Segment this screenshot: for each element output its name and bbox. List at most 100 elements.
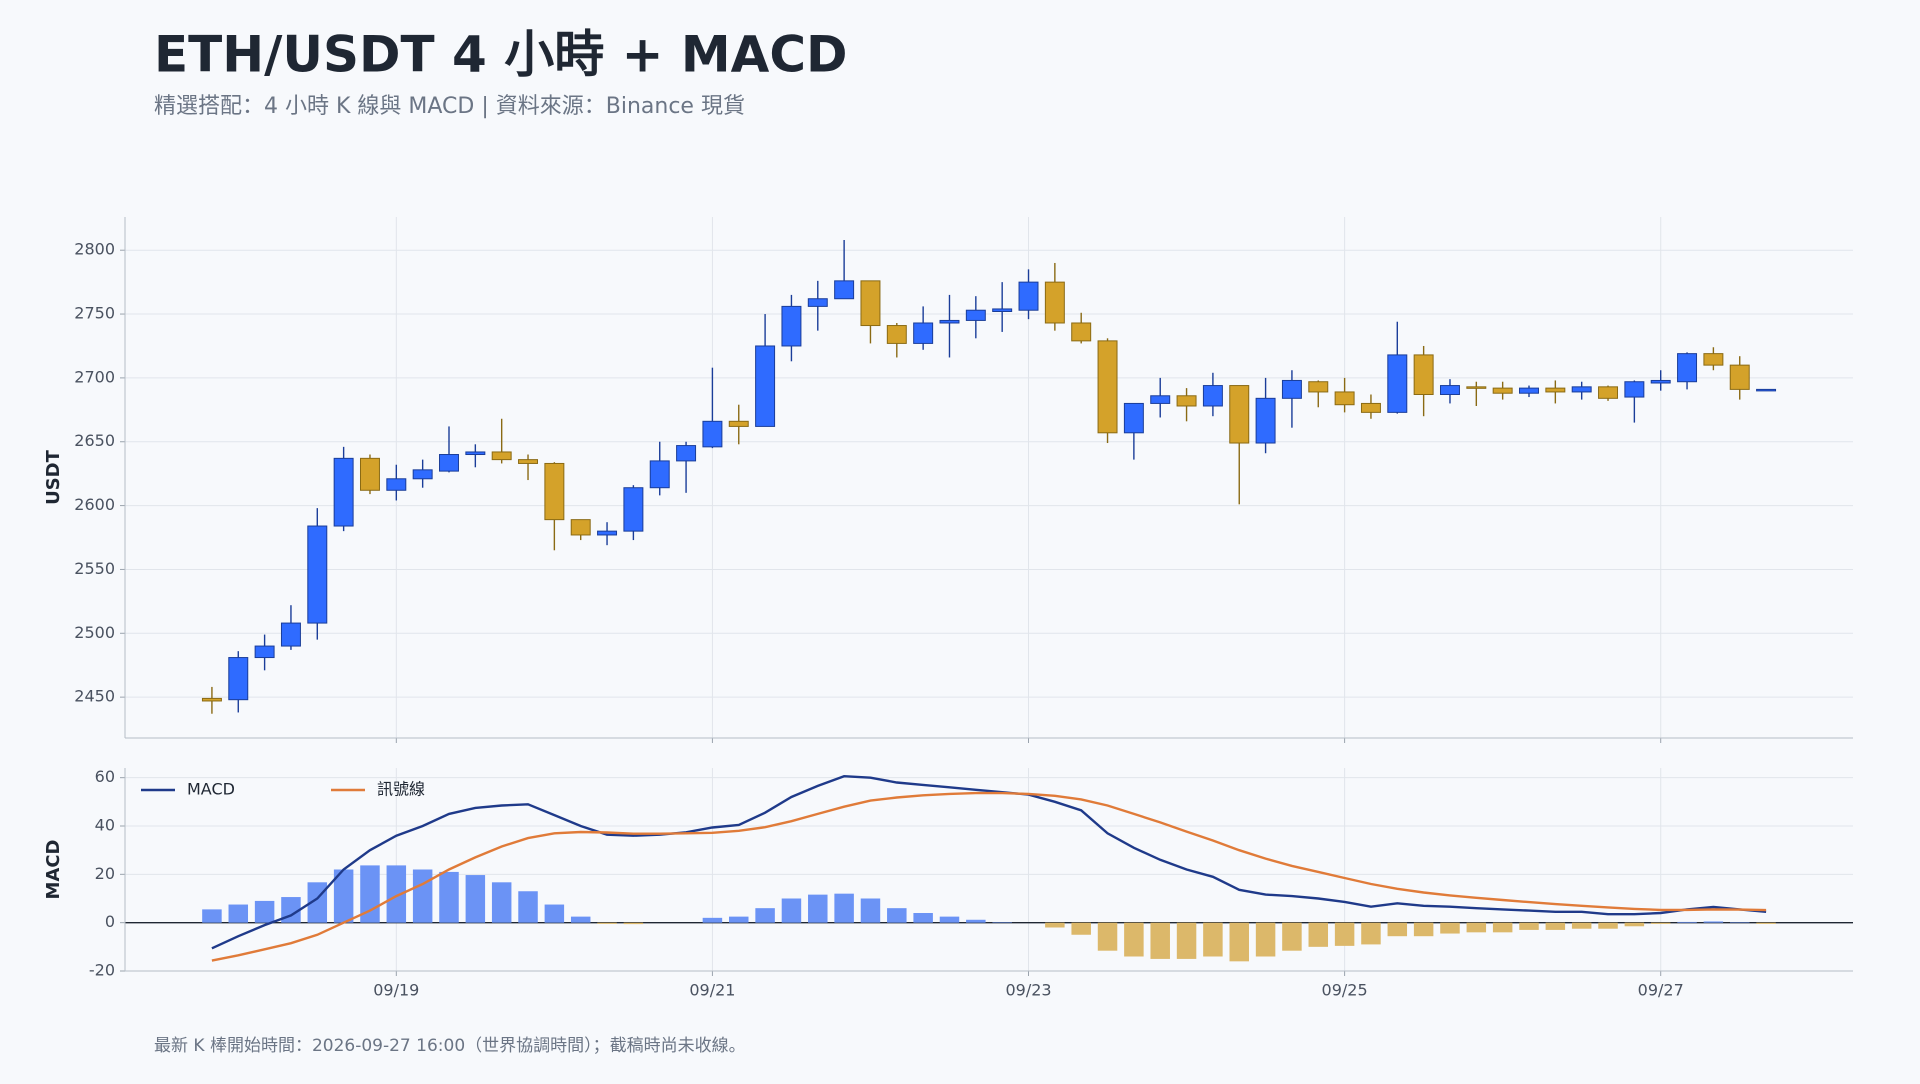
histogram-bar: [1388, 923, 1407, 937]
candle-body: [1098, 341, 1117, 433]
candle-body: [677, 446, 696, 461]
histogram-bar: [1256, 923, 1275, 957]
candle-body: [940, 320, 959, 323]
x-tick-label: 09/25: [1322, 981, 1368, 1000]
candle-body: [1520, 388, 1539, 393]
candle-body: [1599, 387, 1618, 398]
chart-subtitle: 精選搭配：4 小時 K 線與 MACD | 資料來源：Binance 現貨: [154, 94, 745, 119]
histogram-bar: [466, 875, 485, 923]
candle-body: [1230, 386, 1249, 443]
footnote: 最新 K 棒開始時間：2026-09-27 16:00（世界協調時間）；截稿時尚…: [154, 1036, 746, 1056]
candle-body: [1414, 355, 1433, 395]
y-tick-label: 2550: [74, 559, 115, 578]
candle-body: [598, 531, 617, 535]
y-tick-label: 60: [95, 767, 115, 786]
histogram-bar: [913, 913, 932, 923]
candle-body: [1124, 403, 1143, 432]
histogram-bar: [1704, 921, 1723, 922]
histogram-bar: [1229, 923, 1248, 962]
y-axis-label: MACD: [43, 840, 64, 900]
candle-body: [756, 346, 775, 426]
candle-body: [1757, 389, 1776, 391]
histogram-bar: [1756, 923, 1775, 924]
candle-body: [624, 488, 643, 531]
candle-body: [1625, 382, 1644, 397]
chart-title: ETH/USDT 4 小時 + MACD: [154, 26, 848, 84]
candle-body: [440, 455, 459, 472]
y-tick-label: 40: [95, 816, 115, 835]
histogram-bar: [1098, 923, 1117, 951]
candle-body: [703, 421, 722, 447]
y-tick-label: 20: [95, 864, 115, 883]
candle-body: [914, 323, 933, 343]
candle-body: [1309, 382, 1328, 392]
candle-body: [466, 452, 485, 455]
candle-body: [360, 458, 379, 490]
candle-body: [887, 326, 906, 344]
candle-body: [492, 452, 511, 460]
x-tick-label: 09/27: [1638, 981, 1684, 1000]
histogram-bar: [1361, 923, 1380, 945]
histogram-bar: [1519, 923, 1538, 930]
y-tick-label: 2450: [74, 687, 115, 706]
candle-body: [413, 470, 432, 479]
histogram-bar: [808, 895, 827, 923]
histogram-bar: [1651, 923, 1670, 924]
candle-body: [519, 460, 538, 464]
candle-body: [1467, 387, 1486, 389]
candle-body: [1256, 398, 1275, 443]
y-tick-label: 2700: [74, 367, 115, 386]
candle-body: [966, 310, 985, 320]
candle-body: [1019, 282, 1038, 310]
candle-body: [729, 421, 748, 426]
candle-body: [229, 658, 248, 700]
candle-body: [1493, 388, 1512, 393]
candle-body: [1730, 365, 1749, 389]
histogram-bar: [1309, 923, 1328, 947]
histogram-bar: [492, 882, 511, 922]
histogram-bar: [729, 917, 748, 923]
candle-body: [1335, 392, 1354, 405]
candle-body: [545, 463, 564, 519]
candle-body: [808, 299, 827, 307]
histogram-bar: [861, 899, 880, 923]
histogram-bar: [229, 905, 248, 923]
candle-body: [1151, 396, 1170, 404]
candle-body: [1072, 323, 1091, 341]
histogram-bar: [439, 872, 458, 923]
y-tick-label: 2500: [74, 623, 115, 642]
candle-body: [202, 698, 221, 701]
candle-body: [1361, 403, 1380, 412]
histogram-bar: [966, 920, 985, 923]
y-tick-label: -20: [89, 961, 115, 980]
candle-body: [1203, 386, 1222, 406]
histogram-bar: [1045, 923, 1064, 928]
y-tick-label: 0: [105, 912, 115, 931]
histogram-bar: [413, 870, 432, 923]
candle-body: [387, 479, 406, 490]
candle-body: [1388, 355, 1407, 412]
y-axis-label: USDT: [43, 449, 64, 505]
candle-body: [1177, 396, 1196, 406]
histogram-bar: [1440, 923, 1459, 934]
candle-body: [861, 281, 880, 326]
histogram-bar: [834, 894, 853, 923]
legend-label: MACD: [187, 780, 235, 799]
histogram-bar: [1203, 923, 1222, 957]
candle-body: [1704, 354, 1723, 365]
candle-body: [1440, 386, 1459, 395]
histogram-bar: [624, 923, 643, 924]
histogram-bar: [1546, 923, 1565, 930]
histogram-bar: [1467, 923, 1486, 933]
histogram-bar: [1572, 923, 1591, 929]
y-tick-label: 2600: [74, 495, 115, 514]
histogram-bar: [571, 917, 590, 923]
legend-label: 訊號線: [377, 780, 425, 799]
histogram-bar: [1598, 923, 1617, 929]
candle-body: [571, 520, 590, 535]
histogram-bar: [1625, 923, 1644, 927]
histogram-bar: [545, 905, 564, 923]
histogram-bar: [887, 908, 906, 923]
